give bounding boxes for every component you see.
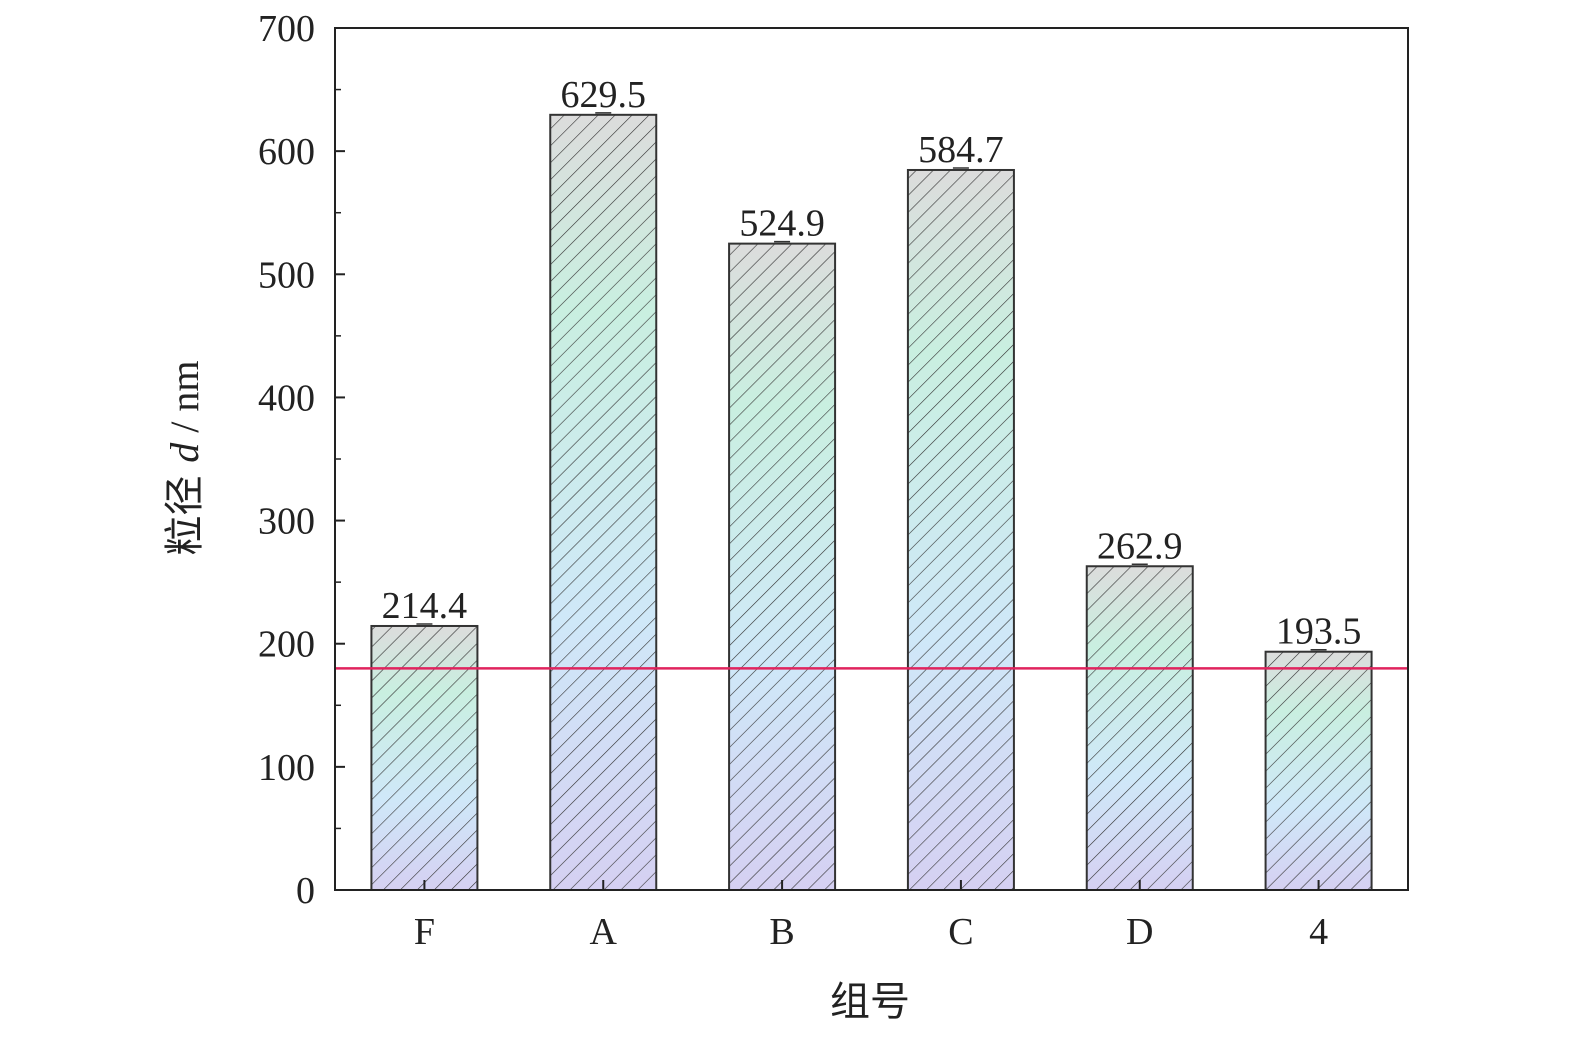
bar-hatch (907, 169, 1014, 891)
y-tick-label: 200 (258, 624, 315, 666)
x-tick-label-D: D (1126, 911, 1153, 953)
y-tick-label: 500 (258, 254, 315, 296)
y-tick-label: 400 (258, 377, 315, 419)
y-axis-title: 粒径 d / nm (162, 361, 208, 556)
x-tick-label-B: B (769, 911, 794, 953)
axes-group (334, 27, 1409, 891)
y-tick-label: 700 (258, 8, 315, 50)
bar-B (728, 240, 837, 891)
labels-group: 214.4 629.5 524.9 584.7 262.9 193.5 0 100 200 300… (258, 8, 1361, 953)
x-tick-label-A: A (590, 911, 618, 953)
x-tick-label-4: 4 (1309, 911, 1328, 953)
bars-group (370, 112, 1373, 892)
bar-hatch (729, 243, 836, 890)
y-axis-title-variable: d (162, 442, 207, 463)
x-tick-label-F: F (414, 911, 435, 953)
y-tick-label: 0 (296, 870, 315, 912)
data-label-D: 262.9 (1097, 525, 1183, 567)
bar-A (549, 112, 658, 891)
bar-C (906, 167, 1015, 892)
bar-4 (1264, 648, 1373, 891)
data-label-4: 193.5 (1276, 611, 1362, 653)
data-label-C: 584.7 (918, 129, 1004, 171)
y-tick-label: 100 (258, 747, 315, 789)
y-tick-label: 600 (258, 131, 315, 173)
bar-hatch (550, 114, 657, 890)
bar-hatch (1265, 651, 1372, 890)
y-tick-label: 300 (258, 501, 315, 543)
plot-frame (334, 27, 1409, 891)
y-axis-title-unit: / nm (162, 361, 207, 443)
bar-D (1085, 563, 1194, 892)
bar-hatch (1086, 566, 1193, 890)
y-axis-title-prefix: 粒径 (162, 463, 208, 556)
data-label-A: 629.5 (561, 74, 647, 116)
x-tick-label-C: C (948, 911, 973, 953)
data-label-B: 524.9 (739, 203, 825, 245)
bar-F (370, 623, 479, 891)
bar-hatch (371, 625, 478, 890)
data-label-F: 214.4 (382, 585, 468, 627)
x-axis-title: 组号 (830, 979, 910, 1025)
